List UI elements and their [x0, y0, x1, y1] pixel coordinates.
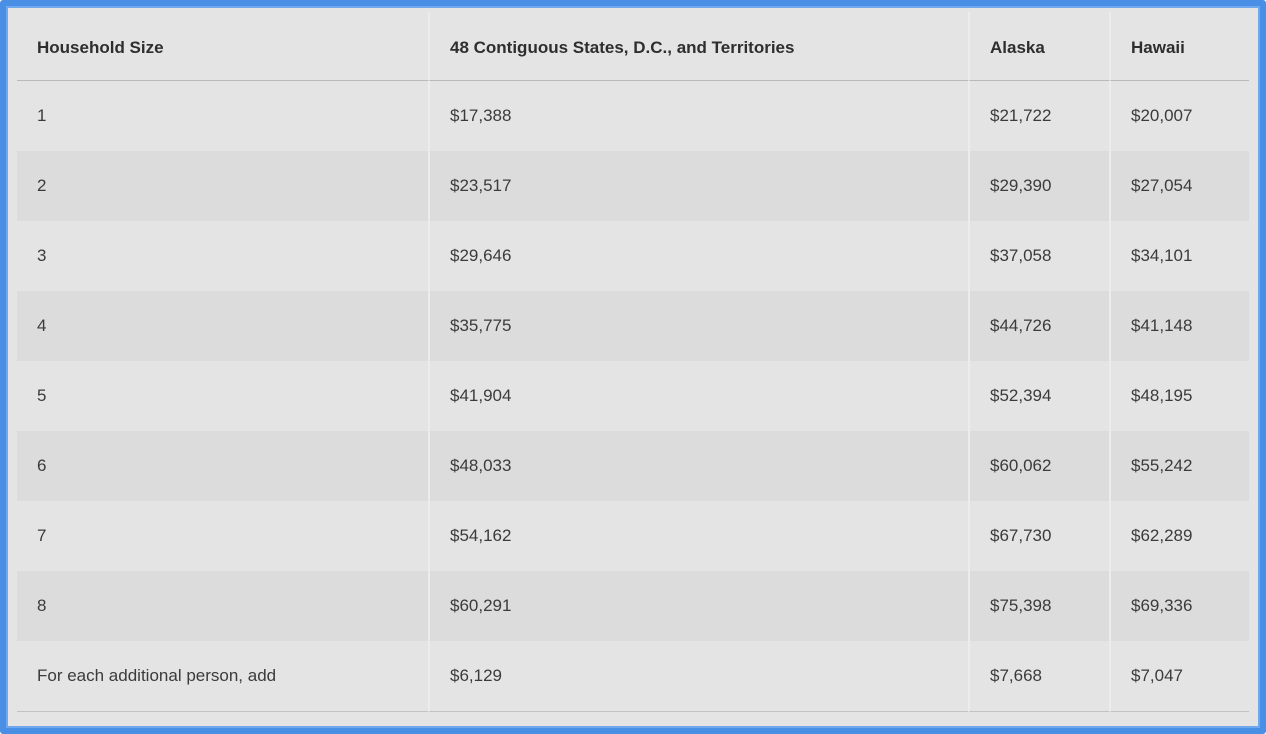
cell-household-size: 1	[17, 81, 428, 151]
cell-hawaii-amount: $55,242	[1109, 431, 1249, 501]
header-row: Household Size 48 Contiguous States, D.C…	[17, 12, 1249, 81]
cell-household-size: For each additional person, add	[17, 641, 428, 712]
cell-hawaii-amount: $20,007	[1109, 81, 1249, 151]
cell-alaska-amount: $29,390	[968, 151, 1109, 221]
cell-household-size: 2	[17, 151, 428, 221]
cell-alaska-amount: $75,398	[968, 571, 1109, 641]
table-row: 5 $41,904 $52,394 $48,195	[17, 361, 1249, 431]
cell-contiguous-amount: $23,517	[428, 151, 968, 221]
table-header: Household Size 48 Contiguous States, D.C…	[17, 12, 1249, 81]
header-alaska: Alaska	[968, 12, 1109, 81]
table-row: 7 $54,162 $67,730 $62,289	[17, 501, 1249, 571]
table-row: 6 $48,033 $60,062 $55,242	[17, 431, 1249, 501]
cell-household-size: 5	[17, 361, 428, 431]
cell-contiguous-amount: $48,033	[428, 431, 968, 501]
cell-alaska-amount: $60,062	[968, 431, 1109, 501]
cell-alaska-amount: $52,394	[968, 361, 1109, 431]
cell-household-size: 3	[17, 221, 428, 291]
cell-contiguous-amount: $60,291	[428, 571, 968, 641]
poverty-guidelines-table: Household Size 48 Contiguous States, D.C…	[17, 12, 1249, 712]
table-row: 3 $29,646 $37,058 $34,101	[17, 221, 1249, 291]
cell-hawaii-amount: $27,054	[1109, 151, 1249, 221]
cell-hawaii-amount: $69,336	[1109, 571, 1249, 641]
cell-contiguous-amount: $41,904	[428, 361, 968, 431]
cell-alaska-amount: $44,726	[968, 291, 1109, 361]
header-hawaii: Hawaii	[1109, 12, 1249, 81]
cell-hawaii-amount: $41,148	[1109, 291, 1249, 361]
table-row: 2 $23,517 $29,390 $27,054	[17, 151, 1249, 221]
cell-alaska-amount: $37,058	[968, 221, 1109, 291]
table-row-additional-person: For each additional person, add $6,129 $…	[17, 641, 1249, 712]
cell-contiguous-amount: $6,129	[428, 641, 968, 712]
cell-hawaii-amount: $7,047	[1109, 641, 1249, 712]
cell-contiguous-amount: $29,646	[428, 221, 968, 291]
cell-hawaii-amount: $48,195	[1109, 361, 1249, 431]
table-body: 1 $17,388 $21,722 $20,007 2 $23,517 $29,…	[17, 81, 1249, 712]
cell-household-size: 8	[17, 571, 428, 641]
table-row: 4 $35,775 $44,726 $41,148	[17, 291, 1249, 361]
cell-alaska-amount: $7,668	[968, 641, 1109, 712]
cell-contiguous-amount: $54,162	[428, 501, 968, 571]
cell-alaska-amount: $21,722	[968, 81, 1109, 151]
cell-household-size: 7	[17, 501, 428, 571]
cell-alaska-amount: $67,730	[968, 501, 1109, 571]
cell-household-size: 4	[17, 291, 428, 361]
cell-household-size: 6	[17, 431, 428, 501]
header-contiguous-states: 48 Contiguous States, D.C., and Territor…	[428, 12, 968, 81]
cell-hawaii-amount: $34,101	[1109, 221, 1249, 291]
header-household-size: Household Size	[17, 12, 428, 81]
cell-contiguous-amount: $17,388	[428, 81, 968, 151]
cell-contiguous-amount: $35,775	[428, 291, 968, 361]
cell-hawaii-amount: $62,289	[1109, 501, 1249, 571]
table-row: 1 $17,388 $21,722 $20,007	[17, 81, 1249, 151]
table-row: 8 $60,291 $75,398 $69,336	[17, 571, 1249, 641]
